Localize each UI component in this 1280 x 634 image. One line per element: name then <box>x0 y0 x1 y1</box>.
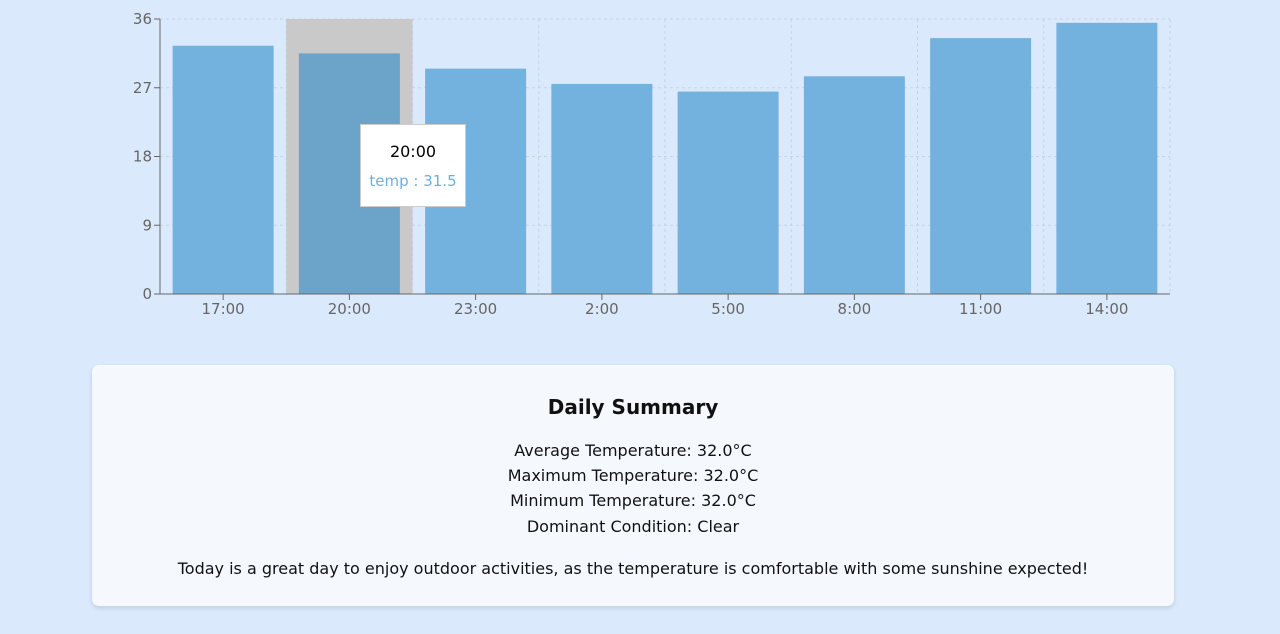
summary-message: Today is a great day to enjoy outdoor ac… <box>177 559 1089 578</box>
average-temperature: Average Temperature: 32.0°C <box>514 441 752 460</box>
chart-tooltip: 20:00 temp : 31.5 <box>360 124 466 207</box>
y-tick-label: 36 <box>133 10 152 28</box>
x-tick-label: 20:00 <box>328 300 371 318</box>
dominant-condition: Dominant Condition: Clear <box>526 517 740 536</box>
temperature-chart: 0 9 18 27 36 17:00 20:00 23:00 2:00 5:00 8:00 11:00… <box>133 10 1171 318</box>
bar-8:00 <box>803 76 905 295</box>
maximum-temperature: Maximum Temperature: 32.0°C <box>507 466 759 485</box>
x-tick-label: 23:00 <box>454 300 497 318</box>
y-tick-label: 27 <box>133 79 152 97</box>
tooltip-value: temp : 31.5 <box>369 172 457 190</box>
tooltip-label: 20:00 <box>389 142 437 161</box>
bar-11:00 <box>930 38 1032 294</box>
y-tick-label: 18 <box>133 148 152 166</box>
y-tick-label: 9 <box>142 216 152 234</box>
bar-2:00 <box>551 83 653 294</box>
x-tick-label: 11:00 <box>959 300 1002 318</box>
bar-5:00 <box>677 91 779 294</box>
x-tick-label: 14:00 <box>1085 300 1128 318</box>
summary-title: Daily Summary <box>547 395 719 419</box>
bar-17:00 <box>172 45 274 294</box>
daily-summary-card: Daily Summary Average Temperature: 32.0°… <box>92 365 1174 606</box>
bar-14:00 <box>1056 22 1158 294</box>
x-tick-label: 2:00 <box>585 300 619 318</box>
y-tick-label: 0 <box>142 285 152 303</box>
x-tick-label: 17:00 <box>202 300 245 318</box>
x-tick-label: 8:00 <box>838 300 872 318</box>
bar-chart-svg: 0 9 18 27 36 17:00 20:00 23:00 2:00 5:00 8:00 11:00… <box>133 10 1171 318</box>
x-tick-label: 5:00 <box>711 300 745 318</box>
minimum-temperature: Minimum Temperature: 32.0°C <box>510 491 756 510</box>
